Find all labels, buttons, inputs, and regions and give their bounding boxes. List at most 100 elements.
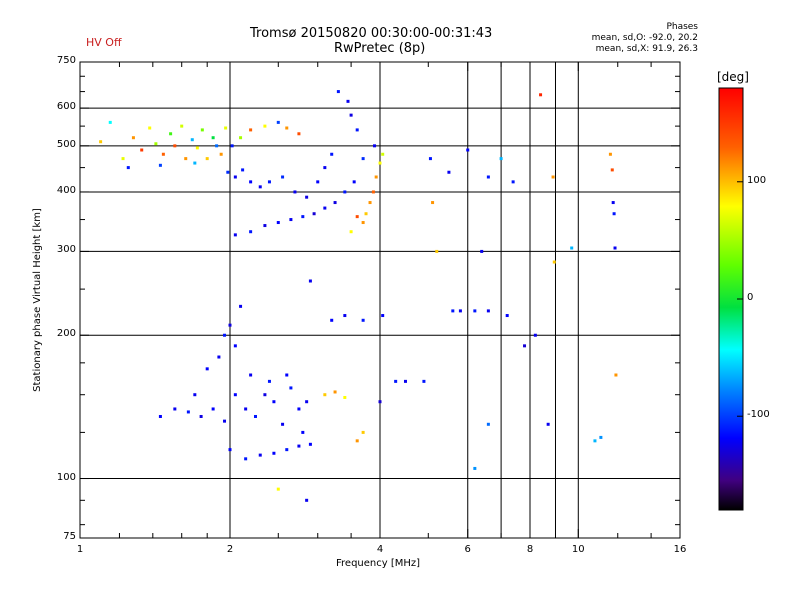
data-point [293,190,297,194]
data-point [428,157,432,161]
x-tick-label: 4 [376,544,384,555]
data-point [285,126,289,130]
data-point [352,180,356,184]
data-point [219,152,223,156]
data-point [336,90,340,94]
data-point [263,393,267,397]
data-point [301,430,305,434]
x-axis-label: Frequency [MHz] [336,558,421,569]
data-point [239,136,243,140]
data-point [272,400,276,404]
data-point [211,407,215,411]
data-point [349,113,353,117]
data-point [289,218,293,222]
data-point [131,136,135,140]
data-point [249,373,253,377]
data-point [253,414,257,418]
data-point [276,221,280,225]
data-point [215,144,219,148]
data-point [228,323,232,327]
data-point [126,166,130,170]
data-point [244,407,248,411]
data-point [161,152,165,156]
x-tick-label: 2 [226,544,234,555]
data-point [381,314,385,318]
y-tick-label: 300 [56,244,76,256]
data-point [281,175,285,179]
data-point [308,279,312,283]
data-point [435,249,439,253]
data-point [333,390,337,394]
data-point [193,393,197,397]
data-point [205,157,209,161]
data-point [233,233,237,237]
data-point [239,304,243,308]
data-point [599,435,603,439]
grid-lines [80,62,680,538]
data-point [394,379,398,383]
chart-subtitle: RwPretec (8p) [334,41,426,56]
data-point [190,138,194,142]
phase-stats-x: mean, sd,X: 91.9, 26.3 [595,44,698,54]
data-point [371,190,375,194]
data-point [533,333,537,337]
data-point [333,201,337,205]
data-point [272,451,276,455]
data-point [346,99,350,103]
phase-stats-title: Phases [666,22,698,32]
data-point [233,344,237,348]
data-point [249,180,253,184]
data-point [99,140,103,144]
colorbar-ticks [737,181,743,417]
data-point [308,442,312,446]
colorbar-tick-label: 0 [747,292,754,303]
data-point [233,175,237,179]
data-point [480,249,484,253]
y-tick-label: 200 [56,328,76,340]
data-point [355,439,359,443]
data-point [186,410,190,414]
data-point [140,148,144,152]
data-point [551,175,555,179]
data-point [121,157,125,161]
data-point [539,93,543,97]
data-point [184,157,188,161]
data-point [169,132,173,136]
data-point [195,146,199,150]
data-point [205,367,209,371]
data-points [99,90,618,502]
data-point [486,175,490,179]
data-point [364,212,368,216]
data-point [226,170,230,174]
data-point [447,170,451,174]
data-point [403,379,407,383]
data-point [230,144,234,148]
data-point [608,152,612,156]
data-point [223,333,227,337]
data-point [486,422,490,426]
colorbar-tick-label: -100 [747,409,770,421]
data-point [148,126,152,130]
data-point [323,206,327,210]
data-point [361,318,365,322]
data-point [466,148,470,152]
data-point [312,212,316,216]
y-tick-label: 750 [56,55,76,66]
data-point [593,439,597,443]
data-point [217,355,221,359]
data-point [228,448,232,452]
y-tick-label: 400 [56,184,76,196]
data-point [611,201,615,205]
data-point [108,120,112,124]
data-point [154,142,158,146]
data-point [224,126,228,130]
y-tick-label: 75 [63,531,76,542]
data-point [511,180,515,184]
data-point [610,168,614,172]
data-point [316,180,320,184]
data-point [305,498,309,502]
data-point [330,318,334,322]
data-point [473,309,477,313]
data-point [523,344,527,348]
